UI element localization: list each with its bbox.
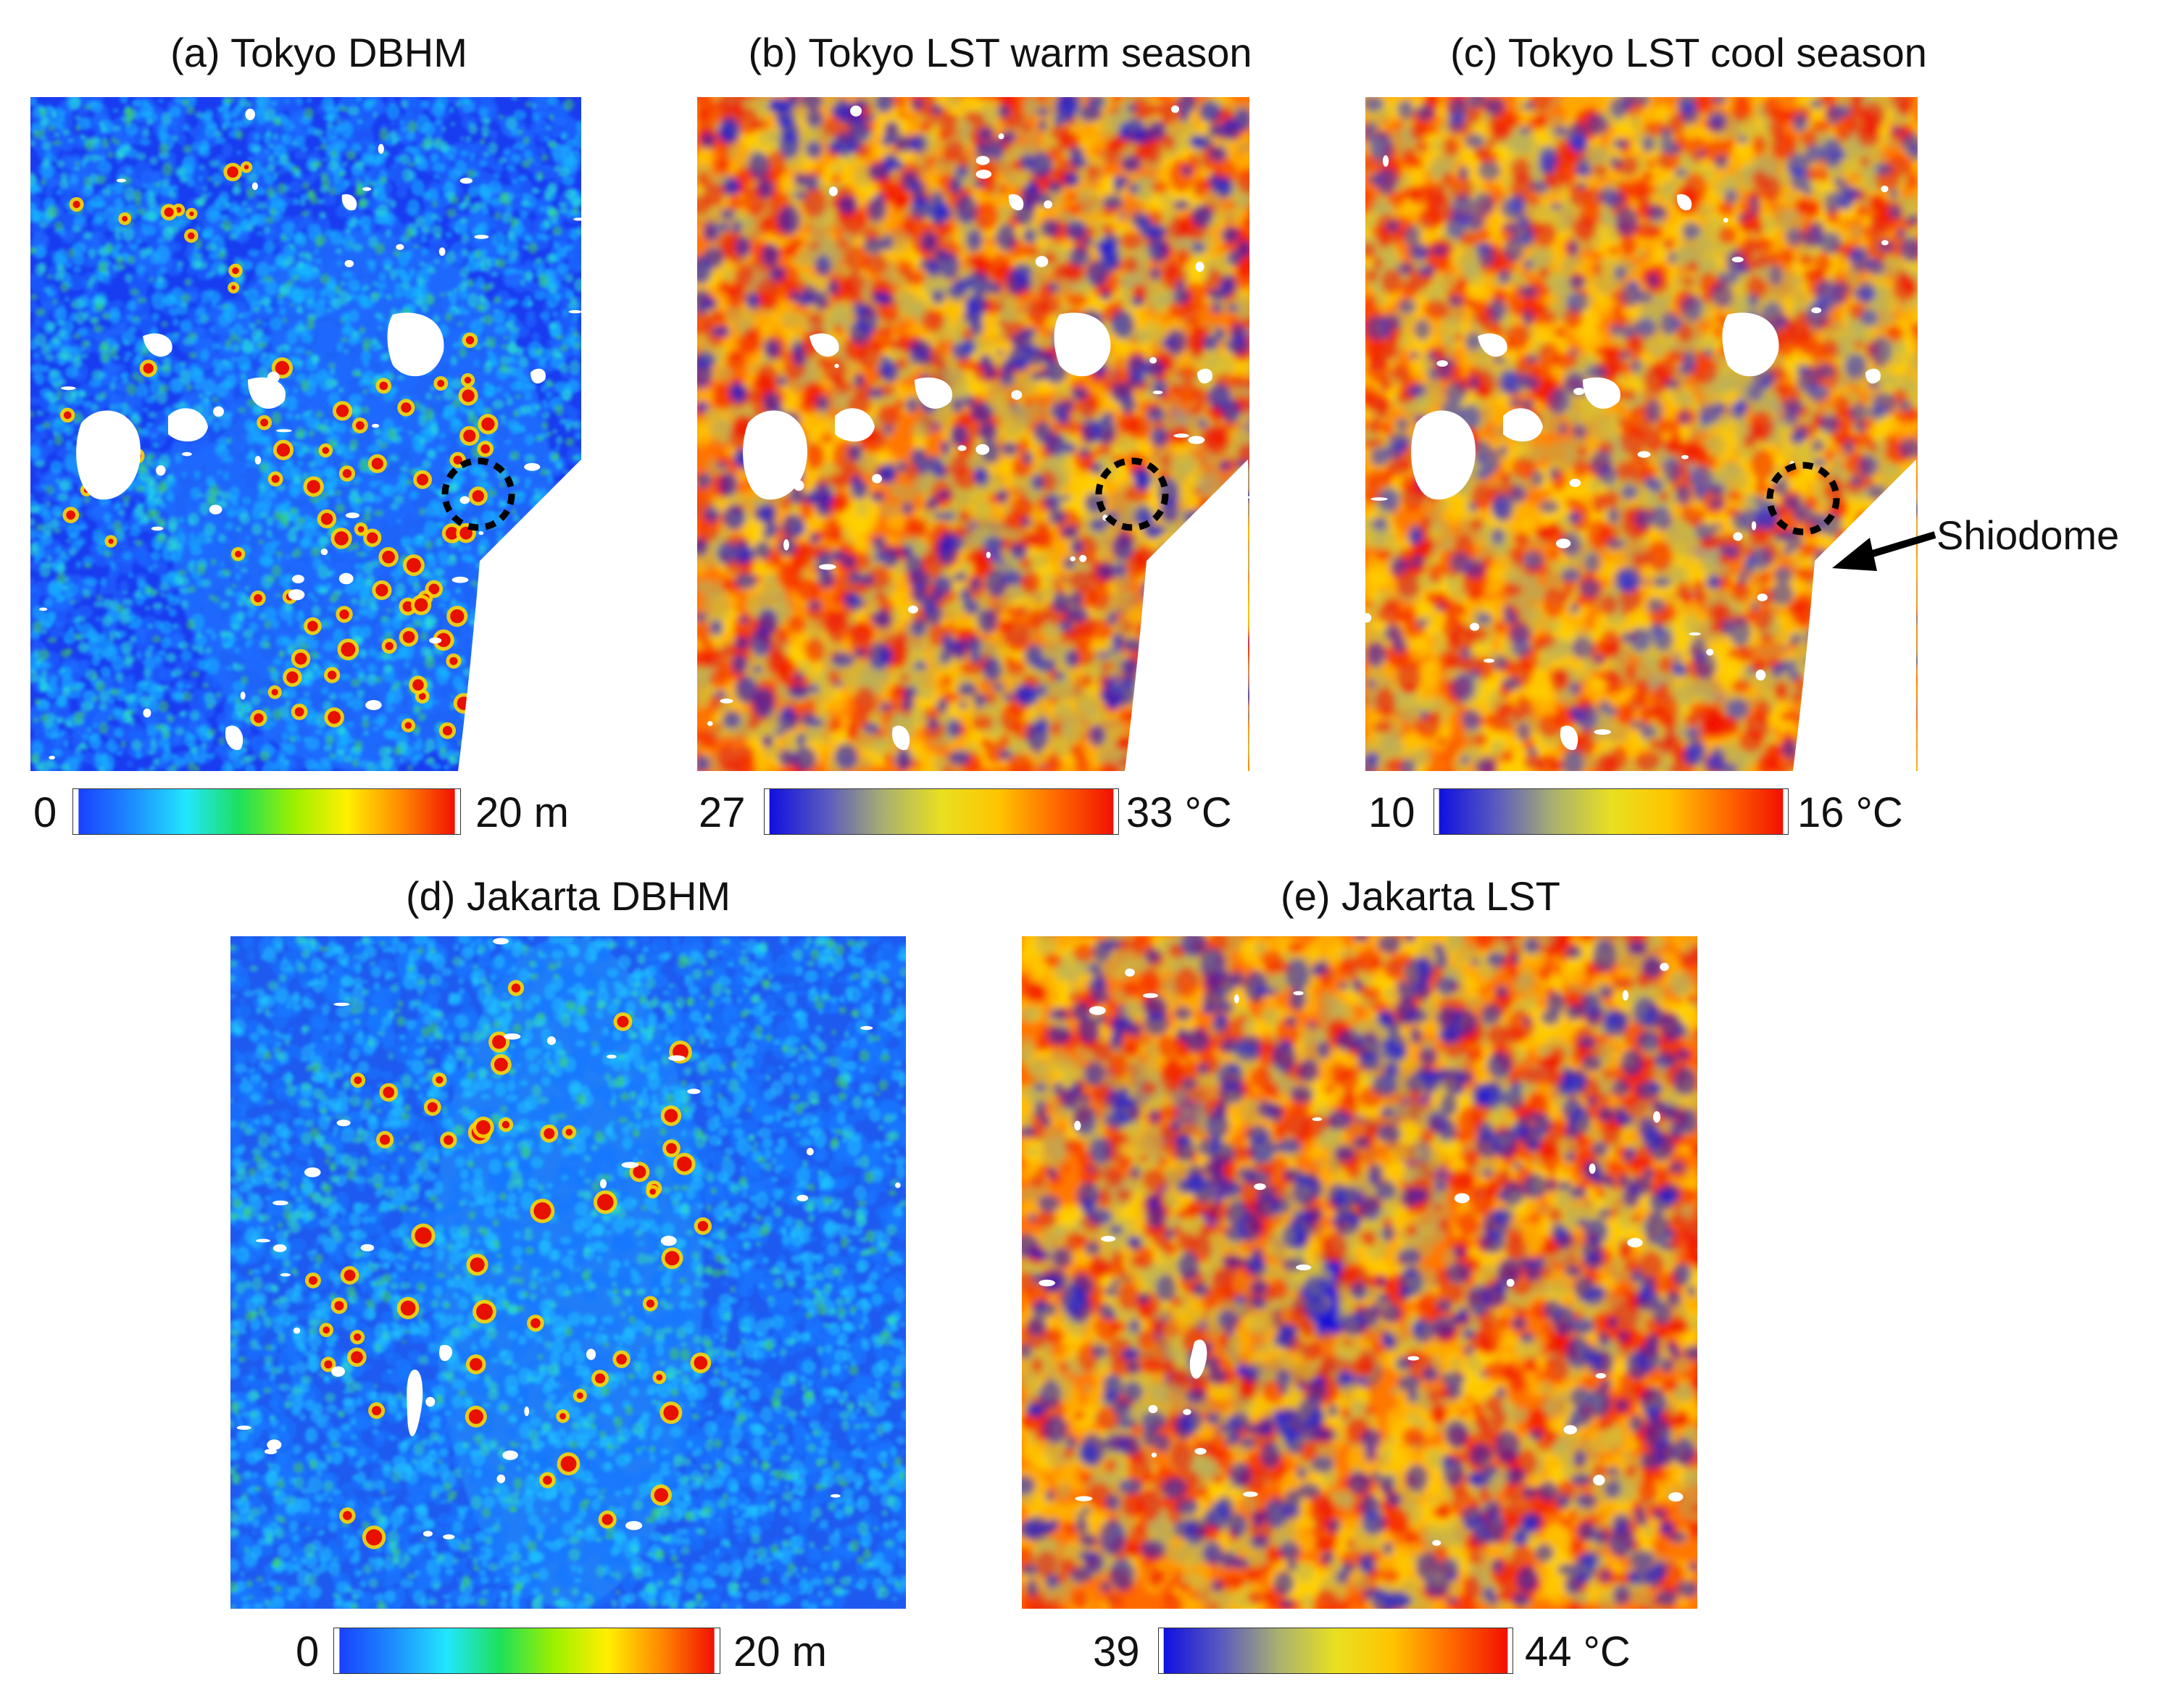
panel-e-scale-min: 39 — [1093, 1628, 1140, 1676]
panel-d-colorbar — [333, 1628, 720, 1674]
panel-d-scale-min: 0 — [296, 1628, 319, 1676]
panel-a-scale-min: 0 — [33, 788, 57, 837]
panel-c-scale-max: 16 °C — [1797, 788, 1903, 837]
panel-d-scale-max: 20 m — [733, 1628, 827, 1676]
panel-a-map — [30, 97, 581, 771]
panel-d-map — [230, 936, 906, 1609]
panel-c-title: (c) Tokyo LST cool season — [1326, 29, 2051, 76]
panel-e-scale-max: 44 °C — [1525, 1628, 1631, 1676]
panel-b-colorbar — [764, 788, 1119, 835]
panel-a-title: (a) Tokyo DBHM — [29, 29, 609, 76]
panel-b-title: (b) Tokyo LST warm season — [652, 29, 1348, 76]
panel-c-map — [1365, 97, 1918, 771]
panel-e-colorbar — [1158, 1628, 1513, 1674]
panel-c-colorbar — [1434, 788, 1789, 835]
panel-c-scale-min: 10 — [1368, 788, 1415, 837]
panel-b-scale-max: 33 °C — [1126, 788, 1232, 837]
shiodome-label: Shiodome — [1936, 512, 2119, 559]
panel-d-title: (d) Jakarta DBHM — [278, 872, 858, 920]
panel-a-scale-max: 20 m — [475, 788, 569, 837]
shiodome-arrow-icon — [1832, 531, 1936, 571]
panel-e-title: (e) Jakarta LST — [1131, 872, 1710, 920]
panel-b-map — [697, 97, 1249, 771]
panel-a-colorbar — [72, 788, 461, 835]
panel-b-scale-min: 27 — [699, 788, 746, 837]
panel-e-map — [1022, 936, 1697, 1609]
